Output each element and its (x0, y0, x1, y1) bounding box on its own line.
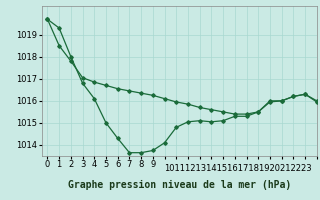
X-axis label: Graphe pression niveau de la mer (hPa): Graphe pression niveau de la mer (hPa) (68, 180, 291, 190)
Text: 1011121314151617181920212223: 1011121314151617181920212223 (164, 164, 312, 173)
